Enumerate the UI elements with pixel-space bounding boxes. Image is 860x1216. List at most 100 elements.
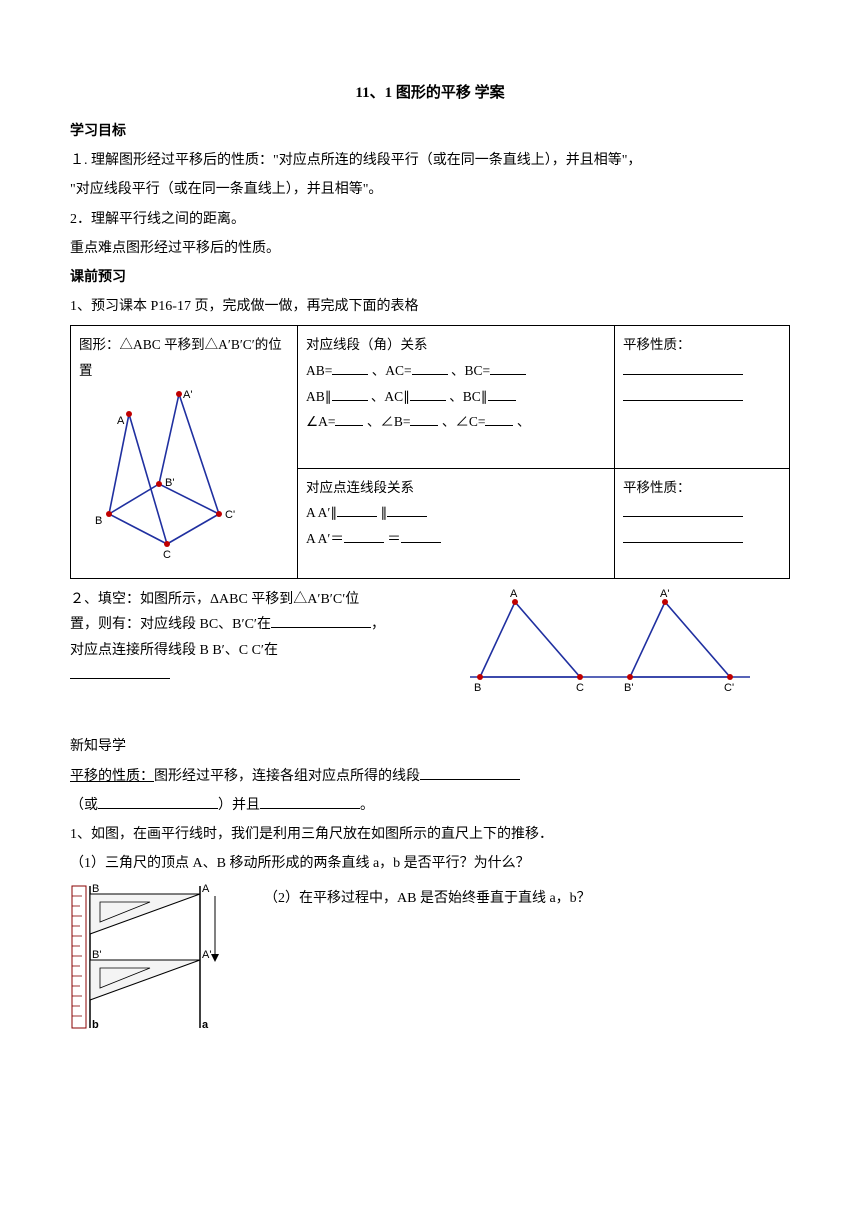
svg-text:A: A [117,415,125,427]
ang-trailing: 、 [517,414,531,429]
table-cell-point-lines: 对应点连线段关系 A A′∥ ∥ A A′＝ ＝ [298,468,615,579]
point-lines-1: A A′∥ ∥ [306,500,606,526]
blank [401,528,441,543]
blank [98,794,218,809]
svg-text:B: B [92,883,99,895]
svg-text:A': A' [202,949,211,961]
blank [271,613,371,628]
svg-text:B: B [95,515,102,527]
prop-or: （或 [70,798,98,813]
ruler-figure: B A B' A' b a [70,882,250,1041]
point-lines-head: 对应点连线段关系 [306,475,606,501]
blank [623,360,743,375]
svg-text:B': B' [165,477,174,489]
blank [412,360,448,375]
property-head-2: 平移性质： [623,475,781,501]
goal-item-1: １. 理解图形经过平移后的性质："对应点所连的线段平行（或在同一条直线上），并且… [70,148,790,173]
par-ac: 、AC∥ [371,389,410,404]
blank [488,386,516,401]
table-cell-property-1: 平移性质： [615,326,790,468]
blank [387,502,427,517]
property-label: 平移的性质： [70,769,154,784]
ang-a: ∠A= [306,414,335,429]
svg-text:A: A [510,588,518,600]
property-body: 图形经过平移，连接各组对应点所得的线段 [154,769,420,784]
preview-table: 图形：△ABC 平移到△A′B′C′的位置 A B C [70,325,790,579]
svg-text:b: b [92,1019,99,1031]
doc-title: 11、1 图形的平移 学案 [70,80,790,107]
svg-text:A': A' [660,588,669,600]
blank [420,765,520,780]
ruler-triangle-diagram: B A B' A' b a [70,882,250,1032]
preview-heading: 课前预习 [70,265,790,290]
new-content-heading: 新知导学 [70,734,790,759]
table-cell-segments: 对应线段（角）关系 AB= 、AC= 、BC= AB∥ 、AC∥ 、BC∥ ∠A… [298,326,615,468]
q1-sub2: （2）在平移过程中，AB 是否始终垂直于直线 a，b？ [264,886,790,911]
blank [410,411,438,426]
preview-q2-text: ２、填空：如图所示，ΔABC 平移到△A′B′C′位 置，则有：对应线段 BC、… [70,587,450,688]
svg-text:A: A [202,883,210,895]
blank [260,794,360,809]
q2-line-d: 对应点连接所得线段 B B′、C C′在 [70,638,450,663]
svg-text:C: C [576,682,584,694]
blank [332,386,368,401]
par-ab: AB∥ [306,389,332,404]
svg-text:A': A' [183,389,192,401]
svg-text:B: B [474,682,481,694]
q1-sub2-wrap: （2）在平移过程中，AB 是否始终垂直于直线 a，b？ [264,882,790,915]
ang-c: 、∠C= [442,414,486,429]
blank [335,411,363,426]
blank [410,386,446,401]
segments-line-1: AB= 、AC= 、BC= [306,358,606,384]
svg-text:C: C [163,549,171,561]
preview-q2: ２、填空：如图所示，ΔABC 平移到△A′B′C′位 置，则有：对应线段 BC、… [70,587,790,706]
preview-q2-figure: A B C A' B' C' [460,587,790,706]
blank [485,411,513,426]
par2: ∥ [380,505,387,520]
q2-comma: ， [371,617,385,632]
blank [623,528,743,543]
triangle-translation-diagram: A B C A' B' C' [79,384,259,564]
seg-ab: AB= [306,363,332,378]
svg-text:C': C' [724,682,734,694]
blank [332,360,368,375]
seg-ac: 、AC= [372,363,412,378]
q1-sub1: （1）三角尺的顶点 A、B 移动所形成的两条直线 a，b 是否平行？为什么？ [70,851,790,876]
table-cell-property-2: 平移性质： [615,468,790,579]
blank [490,360,526,375]
translation-property-2: （或 ）并且 。 [70,793,790,818]
aa-eq: A A′＝ [306,531,344,546]
collinear-triangles-diagram: A B C A' B' C' [460,587,760,697]
prop-and: ）并且 [218,798,260,813]
q2-line-b: 置，则有：对应线段 BC、B′C′在 ， [70,612,450,637]
par-bc: 、BC∥ [449,389,487,404]
svg-text:B': B' [92,949,101,961]
svg-text:a: a [202,1019,209,1031]
property-head-1: 平移性质： [623,332,781,358]
prop-period: 。 [360,798,374,813]
preview-line-1: 1、预习课本 P16-17 页，完成做一做，再完成下面的表格 [70,294,790,319]
translation-property: 平移的性质：图形经过平移，连接各组对应点所得的线段 [70,764,790,789]
blank [623,386,743,401]
goal-item-4: 重点难点图形经过平移后的性质。 [70,236,790,261]
seg-bc: 、BC= [451,363,490,378]
q2-line-a: ２、填空：如图所示，ΔABC 平移到△A′B′C′位 [70,587,450,612]
ruler-section: B A B' A' b a （2）在平移过程中，AB 是否始终垂直于直线 a，b… [70,882,790,1041]
ang-b: 、∠B= [367,414,411,429]
segments-line-2: AB∥ 、AC∥ 、BC∥ [306,384,606,410]
point-lines-2: A A′＝ ＝ [306,526,606,552]
blank [70,664,170,679]
svg-text:C': C' [225,509,235,521]
table-cell-figure: 图形：△ABC 平移到△A′B′C′的位置 A B C [71,326,298,579]
q1-intro: 1、如图，在画平行线时，我们是利用三角尺放在如图所示的直尺上下的推移． [70,822,790,847]
blank [344,528,384,543]
blank [623,502,743,517]
q2-b-text: 置，则有：对应线段 BC、B′C′在 [70,617,271,632]
blank [337,502,377,517]
segments-head: 对应线段（角）关系 [306,332,606,358]
learning-goals-heading: 学习目标 [70,119,790,144]
segments-line-3: ∠A= 、∠B= 、∠C= 、 [306,409,606,435]
goal-item-3: 2．理解平行线之间的距离。 [70,207,790,232]
svg-text:B': B' [624,682,633,694]
figure-caption: 图形：△ABC 平移到△A′B′C′的位置 [79,332,289,383]
